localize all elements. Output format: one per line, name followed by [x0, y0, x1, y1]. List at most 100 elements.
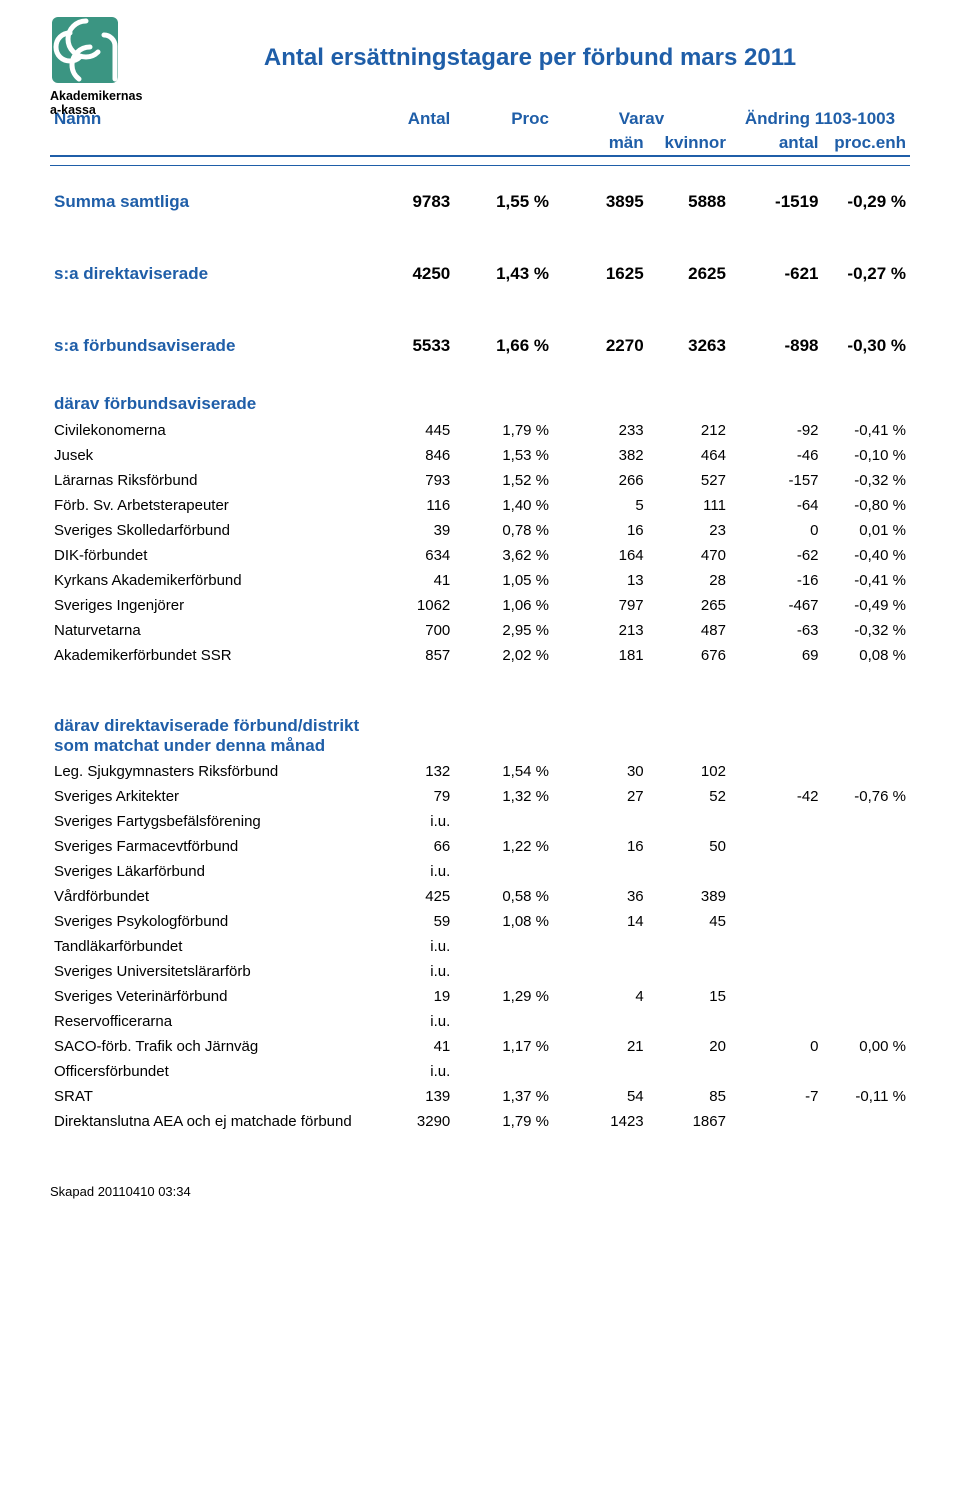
cell: -46 [730, 443, 823, 468]
cell-label: Förb. Sv. Arbetsterapeuter [50, 493, 364, 518]
cell-label: SACO-förb. Trafik och Järnväg [50, 1034, 364, 1059]
cell: -0,11 % [823, 1084, 910, 1109]
cell-label: Direktanslutna AEA och ej matchade förbu… [50, 1109, 364, 1134]
table-row: Direktanslutna AEA och ej matchade förbu… [50, 1109, 910, 1134]
cell: 1,79 % [454, 418, 553, 443]
cell: -0,10 % [823, 443, 910, 468]
cell: 1,53 % [454, 443, 553, 468]
section1-head: därav förbundsaviserade [50, 390, 910, 418]
cell-label: Jusek [50, 443, 364, 468]
logo-line1: Akademikernas [50, 89, 142, 103]
cell: -0,49 % [823, 593, 910, 618]
cell: -157 [730, 468, 823, 493]
cell: -0,27 % [823, 260, 910, 288]
table-row: Vårdförbundet4250,58 %36389 [50, 884, 910, 909]
section2-head: därav direktaviserade förbund/distrikt s… [50, 712, 910, 759]
th-varav: Varav [553, 107, 730, 131]
cell-label: Vårdförbundet [50, 884, 364, 909]
table-row: Sveriges Ingenjörer10621,06 %797265-467-… [50, 593, 910, 618]
cell: 676 [648, 643, 730, 668]
cell: 30 [553, 759, 648, 784]
cell [553, 809, 648, 834]
cell: 0,01 % [823, 518, 910, 543]
cell: 19 [364, 984, 455, 1009]
table-row: SRAT1391,37 %5485-7-0,11 % [50, 1084, 910, 1109]
table-row: Kyrkans Akademikerförbund411,05 %1328-16… [50, 568, 910, 593]
cell: 1,52 % [454, 468, 553, 493]
cell [730, 834, 823, 859]
content: Namn Antal Proc Varav Ändring 1103-1003 … [50, 107, 910, 1134]
cell-label: Sveriges Farmacevtförbund [50, 834, 364, 859]
cell: 266 [553, 468, 648, 493]
cell-label: Sveriges Veterinärförbund [50, 984, 364, 1009]
cell: 23 [648, 518, 730, 543]
cell: 69 [730, 643, 823, 668]
cell: 59 [364, 909, 455, 934]
cell-label: Naturvetarna [50, 618, 364, 643]
cell: 28 [648, 568, 730, 593]
cell [823, 1009, 910, 1034]
cell: -16 [730, 568, 823, 593]
cell-label: DIK-förbundet [50, 543, 364, 568]
th-man: män [553, 131, 648, 156]
header: Akademikernas a-kassa Antal ersättningst… [50, 22, 910, 72]
cell: -42 [730, 784, 823, 809]
cell: 0,58 % [454, 884, 553, 909]
cell: -0,32 % [823, 468, 910, 493]
cell: -7 [730, 1084, 823, 1109]
cell: -64 [730, 493, 823, 518]
table-row: SACO-förb. Trafik och Järnväg411,17 %212… [50, 1034, 910, 1059]
cell [553, 1059, 648, 1084]
cell [648, 934, 730, 959]
cell: 1,54 % [454, 759, 553, 784]
cell: 27 [553, 784, 648, 809]
cell: 4250 [364, 260, 455, 288]
cell [730, 1009, 823, 1034]
cell: 21 [553, 1034, 648, 1059]
cell [730, 984, 823, 1009]
cell [730, 909, 823, 934]
cell [648, 809, 730, 834]
cell: 382 [553, 443, 648, 468]
cell: 41 [364, 1034, 455, 1059]
th-antal2: antal [730, 131, 823, 156]
table-row: Sveriges Farmacevtförbund661,22 %1650 [50, 834, 910, 859]
cell: 45 [648, 909, 730, 934]
cell [823, 909, 910, 934]
cell: 15 [648, 984, 730, 1009]
cell: 2,95 % [454, 618, 553, 643]
cell [553, 934, 648, 959]
th-procenh: proc.enh [823, 131, 910, 156]
header-row-1: Namn Antal Proc Varav Ändring 1103-1003 [50, 107, 910, 131]
cell: 132 [364, 759, 455, 784]
cell: 1,79 % [454, 1109, 553, 1134]
table-row: Officersförbundeti.u. [50, 1059, 910, 1084]
cell: 1,29 % [454, 984, 553, 1009]
cell: 16 [553, 518, 648, 543]
cell: 1,66 % [454, 332, 553, 360]
cell [454, 809, 553, 834]
table-row: Civilekonomerna4451,79 %233212-92-0,41 % [50, 418, 910, 443]
cell: 0,78 % [454, 518, 553, 543]
cell: 36 [553, 884, 648, 909]
cell: 1,37 % [454, 1084, 553, 1109]
cell: 1867 [648, 1109, 730, 1134]
cell: 389 [648, 884, 730, 909]
cell: 2270 [553, 332, 648, 360]
cell-label: s:a direktaviserade [50, 260, 364, 288]
th-antal: Antal [364, 107, 455, 131]
page-title: Antal ersättningstagare per förbund mars… [170, 22, 890, 72]
cell [454, 859, 553, 884]
cell: 20 [648, 1034, 730, 1059]
cell-label: Sveriges Psykologförbund [50, 909, 364, 934]
cell: -467 [730, 593, 823, 618]
cell [823, 834, 910, 859]
cell: 50 [648, 834, 730, 859]
cell [648, 859, 730, 884]
cell: 1,43 % [454, 260, 553, 288]
section1-label: därav förbundsaviserade [50, 390, 364, 418]
cell-label: SRAT [50, 1084, 364, 1109]
cell: i.u. [364, 809, 455, 834]
cell: -898 [730, 332, 823, 360]
cell: -0,40 % [823, 543, 910, 568]
